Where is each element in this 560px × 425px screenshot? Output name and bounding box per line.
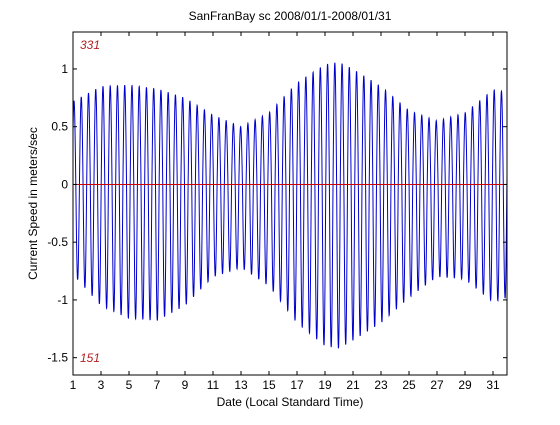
- x-tick-label: 11: [207, 378, 220, 392]
- x-axis-label: Date (Local Standard Time): [217, 395, 364, 409]
- y-tick-label: -0.5: [47, 235, 68, 249]
- x-tick-label: 13: [234, 378, 248, 392]
- x-tick-label: 21: [346, 378, 360, 392]
- x-tick-label: 9: [182, 378, 189, 392]
- x-tick-label: 23: [374, 378, 388, 392]
- y-tick-label: 0.5: [51, 120, 68, 134]
- x-tick-label: 25: [402, 378, 416, 392]
- y-tick-label: 0: [61, 177, 68, 191]
- axes-box: [72, 31, 508, 376]
- x-tick-label: 29: [458, 378, 472, 392]
- chart-title: SanFranBay sc 2008/01/1-2008/01/31: [189, 9, 392, 23]
- y-tick-label: -1.5: [47, 351, 68, 365]
- y-tick-label: 1: [61, 62, 68, 76]
- x-tick-label: 7: [154, 378, 161, 392]
- series-line-current-speed: [72, 62, 508, 349]
- y-tick-label: -1: [57, 293, 68, 307]
- y-axis: -1.5 -1 -0.5 0 0.5 1: [47, 62, 507, 365]
- x-tick-label: 15: [262, 378, 276, 392]
- x-tick-label: 1: [70, 378, 77, 392]
- x-tick-label: 3: [98, 378, 105, 392]
- x-tick-label: 17: [290, 378, 304, 392]
- x-tick-label: 31: [486, 378, 500, 392]
- x-tick-label: 27: [430, 378, 444, 392]
- x-tick-label: 5: [126, 378, 133, 392]
- plot-area: [72, 31, 508, 376]
- direction-label-top: 331: [80, 38, 100, 52]
- y-axis-label: Current Speed in meters/sec: [26, 127, 40, 280]
- x-axis: 1 3 5 7 9 11 13 15 17 19 21 23 25 27 29 31: [70, 32, 500, 392]
- x-tick-label: 19: [318, 378, 332, 392]
- series-layer: [72, 62, 508, 349]
- direction-label-bottom: 151: [80, 351, 100, 365]
